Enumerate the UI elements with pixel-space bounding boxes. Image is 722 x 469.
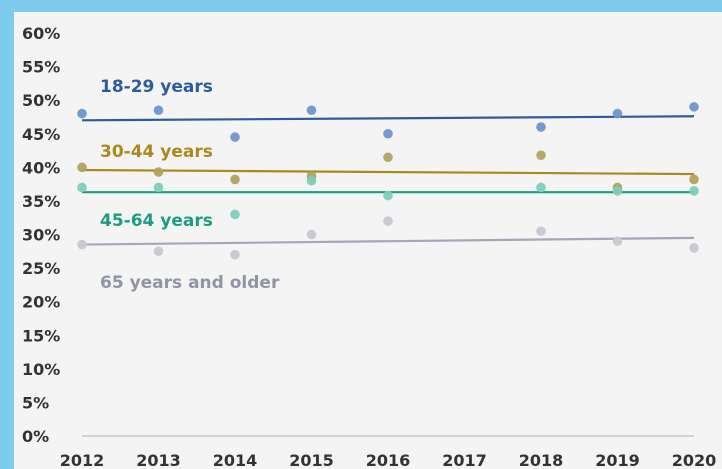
trend-line-1 [81, 168, 695, 176]
y-tick-label: 35% [22, 192, 60, 211]
x-tick-label: 2018 [519, 451, 564, 469]
y-tick-label: 10% [22, 360, 60, 379]
data-point-series-0 [383, 128, 393, 139]
x-tick-label: 2015 [289, 451, 334, 469]
data-point-series-3 [153, 246, 164, 257]
y-tick-label: 55% [22, 58, 60, 77]
data-point-series-1 [689, 174, 699, 185]
y-axis-ticks: 0% 5% 10% 15% 20% 25% 30% 35% 40% 45% 50% 55% 60% [22, 24, 60, 446]
data-point-series-0 [612, 108, 623, 119]
x-tick-label: 2014 [213, 451, 258, 469]
data-point-series-3 [383, 216, 393, 226]
trend-line-0 [81, 115, 695, 122]
x-axis-ticks: 2012 2013 2014 2015 2016 2017 2018 2019 2020 [60, 451, 717, 469]
data-point-series-3 [230, 249, 240, 260]
data-point-series-0 [306, 105, 317, 116]
data-point-series-0 [153, 105, 164, 116]
data-point-series-1 [536, 150, 546, 161]
x-tick-label: 2016 [366, 451, 411, 469]
data-point-series-2 [689, 186, 699, 196]
x-tick-label: 2020 [672, 451, 717, 469]
y-tick-label: 25% [22, 259, 60, 278]
data-point-series-0 [77, 108, 87, 119]
series-label-65-older: 65 years and older [100, 273, 280, 293]
x-tick-label: 2017 [442, 451, 487, 469]
y-tick-label: 40% [22, 158, 60, 177]
series-label-30-44: 30-44 years [100, 142, 213, 162]
y-tick-label: 45% [22, 125, 60, 144]
data-point-series-0 [689, 102, 699, 112]
data-point-series-3 [689, 243, 699, 253]
y-tick-label: 15% [22, 326, 60, 345]
data-point-series-0 [230, 132, 240, 142]
data-point-series-3 [77, 239, 87, 250]
y-tick-label: 20% [22, 293, 60, 312]
y-tick-label: 50% [22, 91, 60, 110]
data-point-series-3 [306, 229, 317, 240]
data-point-series-2 [536, 182, 546, 193]
series-label-45-64: 45-64 years [100, 211, 213, 231]
data-point-series-1 [383, 152, 393, 163]
data-point-series-1 [77, 162, 87, 173]
data-point-series-2 [383, 190, 393, 201]
data-point-series-2 [306, 175, 317, 186]
series-labels: 18-29 years 30-44 years 45-64 years 65 y… [100, 77, 280, 293]
data-point-series-2 [612, 186, 623, 196]
x-tick-label: 2012 [60, 451, 105, 469]
data-point-series-1 [230, 174, 240, 185]
data-point-series-3 [536, 226, 546, 236]
data-point-series-2 [230, 209, 240, 220]
data-point-series-3 [612, 236, 623, 247]
y-tick-label: 5% [22, 393, 49, 412]
series-label-18-29: 18-29 years [100, 77, 213, 97]
x-tick-label: 2013 [136, 451, 181, 469]
x-tick-label: 2019 [595, 451, 640, 469]
y-tick-label: 0% [22, 427, 49, 446]
y-tick-label: 30% [22, 226, 60, 245]
data-point-series-2 [77, 182, 87, 193]
y-tick-label: 60% [22, 24, 60, 43]
data-point-series-0 [536, 122, 546, 132]
data-point-series-1 [153, 167, 164, 177]
data-point-series-2 [153, 182, 164, 193]
trend-line-3 [81, 236, 695, 246]
data-points [77, 102, 699, 260]
